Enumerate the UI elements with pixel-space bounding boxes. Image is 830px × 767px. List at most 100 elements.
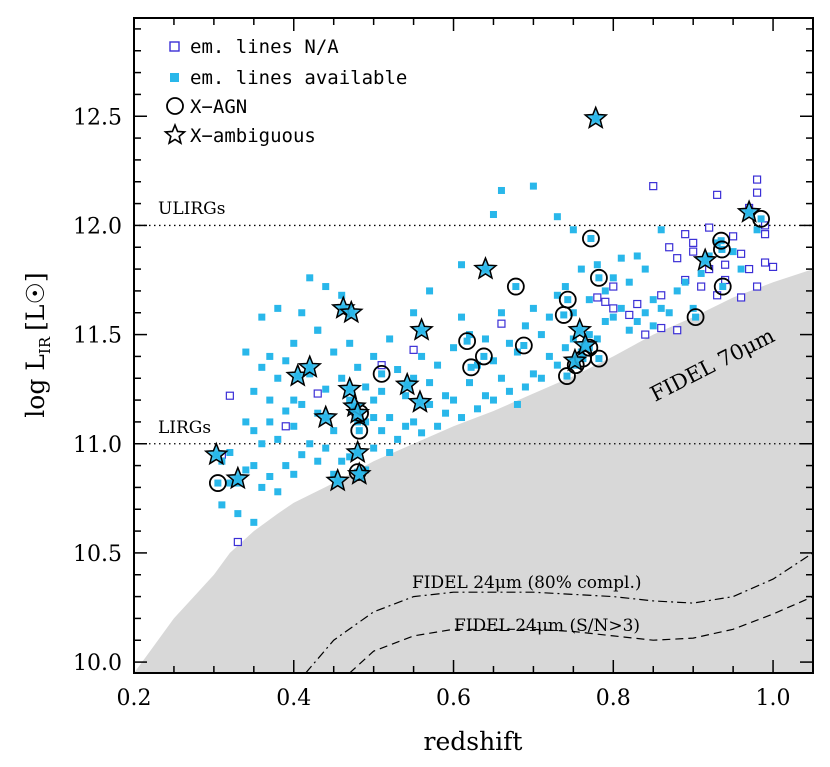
x-tick-label: 0.6 <box>436 686 471 711</box>
point-em-lines-available <box>467 363 475 371</box>
point-em-lines-available <box>585 331 593 339</box>
point-em-lines-available <box>338 457 346 465</box>
point-em-lines-available <box>513 400 521 408</box>
point-em-lines-available <box>266 473 274 480</box>
point-em-lines-available <box>585 296 593 304</box>
point-x-ambiguous <box>225 465 251 490</box>
point-em-lines-available <box>362 383 370 391</box>
point-em-lines-available <box>442 409 450 417</box>
point-em-lines-na <box>625 310 634 320</box>
point-em-lines-available <box>338 291 346 299</box>
point-x-ambiguous <box>583 105 609 129</box>
point-em-lines-na <box>744 264 754 274</box>
fidel24-sn3-label: FIDEL 24μm (S/N>3) <box>454 616 640 636</box>
point-em-lines-available <box>587 235 595 243</box>
point-em-lines-available <box>481 392 489 400</box>
point-em-lines-available <box>442 392 450 400</box>
point-em-lines-available <box>250 427 258 435</box>
point-em-lines-available <box>665 309 673 317</box>
point-em-lines-available <box>625 326 633 334</box>
legend-star-marker <box>163 122 187 145</box>
point-em-lines-na <box>497 319 506 328</box>
point-em-lines-available <box>480 352 488 360</box>
point-em-lines-available <box>394 366 402 374</box>
point-em-lines-available <box>481 335 489 343</box>
point-em-lines-available <box>593 261 601 269</box>
point-em-lines-available <box>418 429 426 437</box>
y-tick-label: 10.0 <box>73 651 122 676</box>
point-em-lines-available <box>274 488 282 496</box>
point-em-lines-na <box>409 345 418 354</box>
point-em-lines-available <box>595 274 603 282</box>
reference-lines <box>134 224 813 445</box>
point-em-lines-na <box>768 262 778 271</box>
point-em-lines-available <box>290 470 298 478</box>
point-em-lines-available <box>242 348 250 356</box>
point-em-lines-available <box>593 335 601 343</box>
point-em-lines-available <box>609 274 617 282</box>
point-x-agn <box>590 349 608 368</box>
point-em-lines-na <box>752 175 762 184</box>
point-em-lines-available <box>402 392 410 400</box>
point-em-lines-available <box>641 265 649 273</box>
point-x-agn <box>686 308 705 327</box>
point-em-lines-available <box>306 274 314 282</box>
x-tick-label: 0.8 <box>596 686 631 711</box>
point-em-lines-na <box>657 291 666 300</box>
point-em-lines-available <box>466 379 474 387</box>
point-em-lines-available <box>306 440 314 448</box>
point-em-lines-available <box>563 372 571 380</box>
point-em-lines-available <box>274 435 282 443</box>
point-em-lines-available <box>426 400 434 408</box>
point-em-lines-available <box>226 479 234 487</box>
point-em-lines-available <box>322 444 330 452</box>
point-em-lines-available <box>370 352 378 360</box>
point-em-lines-available <box>370 444 378 452</box>
point-em-lines-na <box>760 258 770 267</box>
point-x-agn <box>372 364 391 383</box>
fidel24-sn3-curve <box>349 596 813 673</box>
legend-circle-marker <box>166 97 184 115</box>
point-em-lines-available <box>553 213 561 221</box>
point-x-ambiguous <box>409 317 434 341</box>
point-em-lines-available <box>290 396 298 404</box>
point-em-lines-na <box>649 182 658 191</box>
point-em-lines-available <box>450 396 458 404</box>
y-axis-title-unit: [L☉] <box>21 272 50 331</box>
point-x-agn <box>462 358 481 377</box>
legend-label-em-lines-available: em. lines available <box>190 67 407 89</box>
point-em-lines-available <box>545 313 553 321</box>
point-em-lines-available <box>617 304 625 312</box>
point-em-lines-available <box>402 422 410 430</box>
point-em-lines-available <box>564 296 572 304</box>
x-axis-title: redshift <box>424 727 523 756</box>
point-em-lines-available <box>354 363 362 371</box>
point-x-ambiguous <box>407 389 433 413</box>
point-em-lines-available <box>250 462 258 470</box>
point-x-ambiguous <box>562 347 588 372</box>
point-em-lines-available <box>322 283 330 291</box>
point-em-lines-available <box>314 457 322 465</box>
point-em-lines-available <box>234 510 242 518</box>
lirgs-label: LIRGs <box>158 418 211 438</box>
point-em-lines-na <box>225 391 234 400</box>
point-em-lines-available <box>569 309 577 317</box>
point-em-lines-available <box>513 348 521 356</box>
point-x-ambiguous <box>325 467 351 492</box>
point-em-lines-available <box>633 252 641 260</box>
point-em-lines-available <box>697 269 705 277</box>
point-em-lines-available <box>378 370 386 378</box>
point-em-lines-available <box>410 309 418 317</box>
point-em-lines-available <box>497 309 505 317</box>
point-em-lines-available <box>410 374 418 382</box>
point-em-lines-na <box>233 537 242 547</box>
point-em-lines-available <box>458 261 466 269</box>
point-em-lines-available <box>258 363 266 371</box>
point-em-lines-available <box>521 322 529 330</box>
point-em-lines-available <box>577 265 585 273</box>
point-em-lines-available <box>505 339 513 347</box>
point-em-lines-available <box>418 352 426 360</box>
point-em-lines-na <box>673 326 682 335</box>
point-em-lines-available <box>473 361 481 369</box>
point-x-agn <box>590 268 608 287</box>
